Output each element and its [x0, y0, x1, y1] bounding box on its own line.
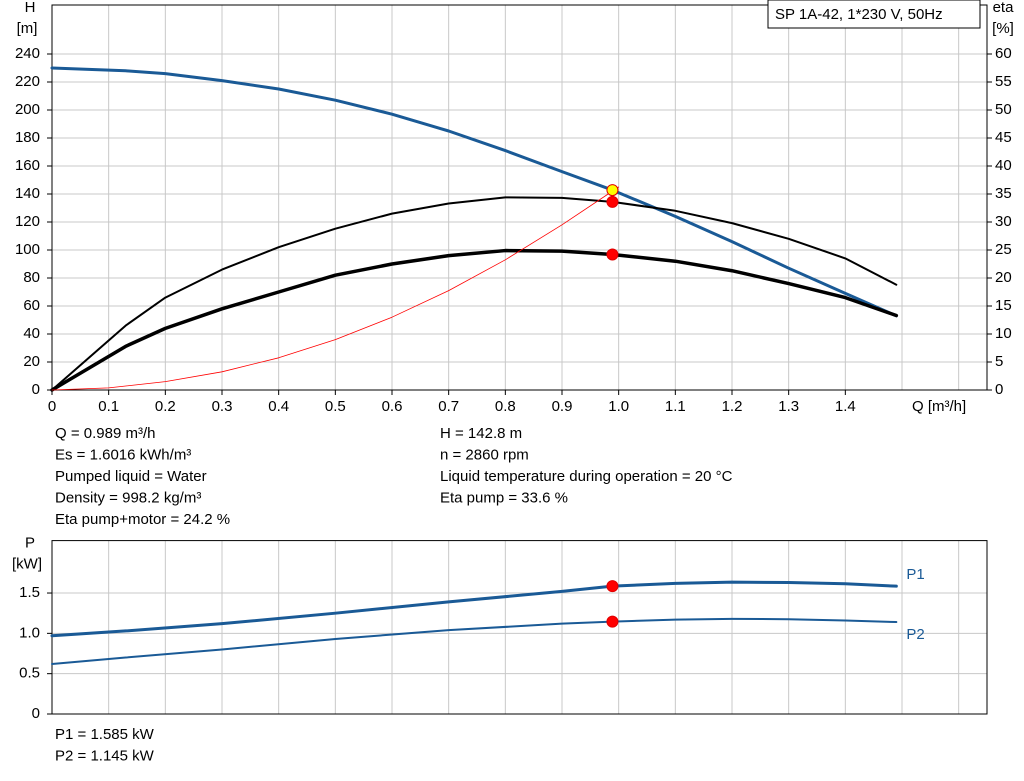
readout: H = 142.8 m: [440, 425, 522, 442]
y2-tick-label: 5: [995, 353, 1003, 370]
curve: [51, 186, 620, 391]
y-axis-label: P: [25, 535, 35, 552]
curve: [50, 580, 898, 638]
y2-axis-unit: [%]: [992, 20, 1014, 37]
y-tick-label: 220: [15, 73, 40, 90]
y2-tick-label: 45: [995, 129, 1012, 146]
y-tick-label: 80: [23, 269, 40, 286]
chart-title: SP 1A-42, 1*230 V, 50Hz: [775, 6, 943, 23]
title-box: [767, 0, 981, 29]
y2-tick-label: 15: [995, 297, 1012, 314]
y-tick-label: 0.5: [19, 665, 40, 682]
readout: Density = 998.2 kg/m³: [55, 489, 201, 506]
curve: [51, 617, 898, 665]
x-tick-label: 1.2: [722, 398, 743, 415]
y2-tick-label: 30: [995, 213, 1012, 230]
x-tick-label: 0.7: [438, 398, 459, 415]
x-tick-label: 1.1: [665, 398, 686, 415]
operating-point: [606, 615, 619, 628]
series-label: P1: [906, 566, 924, 583]
readout: P1 = 1.585 kW: [55, 726, 155, 743]
y-tick-label: 200: [15, 101, 40, 118]
x-tick-label: 0.4: [268, 398, 289, 415]
y2-axis-label: eta: [993, 0, 1015, 16]
operating-point: [606, 195, 619, 208]
y-tick-label: 100: [15, 241, 40, 258]
x-tick-label: 0.2: [155, 398, 176, 415]
y-tick-label: 240: [15, 45, 40, 62]
y2-tick-label: 60: [995, 45, 1012, 62]
x-axis-label: Q [m³/h]: [912, 398, 966, 415]
curve: [50, 248, 899, 392]
y2-tick-label: 20: [995, 269, 1012, 286]
x-tick-label: 0.3: [212, 398, 233, 415]
readout: Liquid temperature during operation = 20…: [440, 468, 733, 485]
y2-tick-label: 25: [995, 241, 1012, 258]
y-axis-unit: [m]: [17, 20, 38, 37]
x-tick-label: 0.5: [325, 398, 346, 415]
y-axis-unit: [kW]: [12, 556, 42, 573]
x-tick-label: 0: [48, 398, 56, 415]
y2-tick-label: 0: [995, 381, 1003, 398]
y-tick-label: 120: [15, 213, 40, 230]
curve: [51, 196, 898, 391]
y2-tick-label: 40: [995, 157, 1012, 174]
x-tick-label: 1.4: [835, 398, 856, 415]
readout: Eta pump+motor = 24.2 %: [55, 511, 230, 528]
curve: [50, 66, 898, 318]
y-tick-label: 140: [15, 185, 40, 202]
y-tick-label: 60: [23, 297, 40, 314]
x-tick-label: 1.3: [778, 398, 799, 415]
y-tick-label: 20: [23, 353, 40, 370]
readout: n = 2860 rpm: [440, 446, 529, 463]
y-tick-label: 1.0: [19, 624, 40, 641]
readout: Es = 1.6016 kWh/m³: [55, 446, 191, 463]
readout: Pumped liquid = Water: [55, 468, 207, 485]
y-tick-label: 0: [32, 381, 40, 398]
plot-frame: [51, 4, 988, 391]
readout: Q = 0.989 m³/h: [55, 425, 155, 442]
readout: Eta pump = 33.6 %: [440, 489, 568, 506]
x-tick-label: 0.1: [98, 398, 119, 415]
x-tick-label: 0.9: [552, 398, 573, 415]
y2-tick-label: 35: [995, 185, 1012, 202]
y-tick-label: 0: [32, 705, 40, 722]
y2-tick-label: 10: [995, 325, 1012, 342]
y-tick-label: 1.5: [19, 584, 40, 601]
y-tick-label: 180: [15, 129, 40, 146]
readout: P2 = 1.145 kW: [55, 747, 155, 764]
y-axis-label: H: [25, 0, 36, 16]
x-tick-label: 1.0: [608, 398, 629, 415]
y-tick-label: 160: [15, 157, 40, 174]
series-label: P2: [906, 626, 924, 643]
y2-tick-label: 55: [995, 73, 1012, 90]
y2-tick-label: 50: [995, 101, 1012, 118]
x-tick-label: 0.8: [495, 398, 516, 415]
operating-point: [606, 184, 619, 197]
x-tick-label: 0.6: [382, 398, 403, 415]
operating-point: [606, 248, 619, 261]
plot-frame: [51, 540, 988, 715]
operating-point: [606, 580, 619, 593]
y-tick-label: 40: [23, 325, 40, 342]
